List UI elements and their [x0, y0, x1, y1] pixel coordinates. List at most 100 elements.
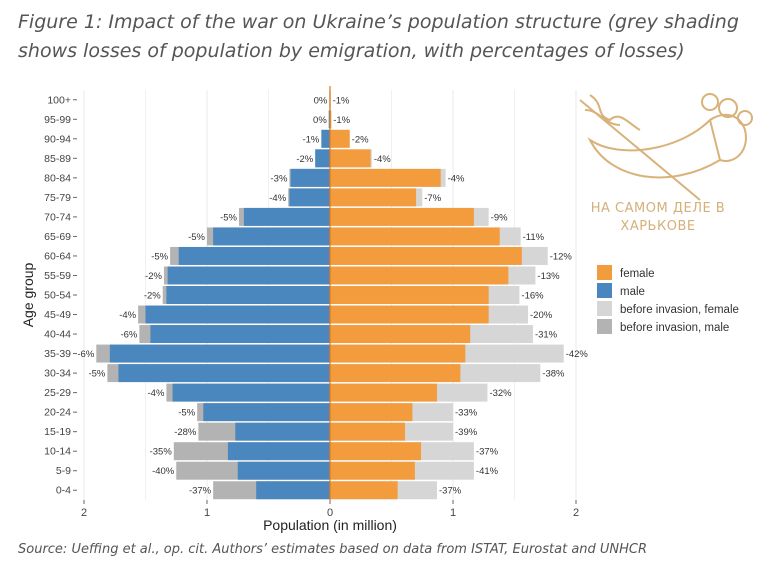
- y-tick-label: 85-89: [44, 153, 71, 165]
- y-tick-label: 35-39: [44, 348, 71, 360]
- y-tick-label: 80-84: [44, 172, 71, 184]
- female-loss-label: -16%: [521, 291, 544, 302]
- legend: female male before invasion, female before …: [597, 265, 739, 334]
- bar-male-30-34: [118, 364, 330, 383]
- female-loss-label: -2%: [352, 134, 369, 145]
- bar-male-25-29: [172, 383, 330, 402]
- female-loss-label: -31%: [535, 330, 558, 341]
- bar-male-50-54: [166, 286, 330, 304]
- female-loss-label: -7%: [424, 193, 441, 204]
- bar-male-75-79: [289, 188, 330, 207]
- legend-swatch: [597, 265, 612, 280]
- y-axis-title: Age group: [20, 262, 36, 327]
- female-loss-label: -42%: [566, 349, 589, 360]
- bar-male-40-44: [150, 325, 330, 344]
- bar-female-85-89: [330, 149, 371, 168]
- y-tick-label: 0-4: [56, 485, 71, 497]
- male-loss-label: -4%: [269, 193, 286, 204]
- male-loss-label: -35%: [150, 447, 173, 458]
- female-loss-label: -37%: [476, 447, 499, 458]
- bar-male-5-9: [237, 461, 330, 480]
- male-loss-label: -4%: [119, 310, 136, 321]
- legend-label: male: [620, 286, 645, 298]
- figure-source: Source: Ueffing et al., op. cit. Authors…: [18, 542, 648, 557]
- y-tick-label: 30-34: [44, 368, 71, 380]
- y-tick-label: 40-44: [44, 329, 71, 341]
- female-loss-label: -1%: [333, 115, 350, 126]
- y-tick-label: 60-64: [44, 250, 71, 262]
- female-loss-label: -13%: [537, 271, 560, 282]
- bar-female-35-39: [330, 344, 466, 363]
- bar-female-90-94: [330, 129, 350, 148]
- bar-male-70-74: [243, 207, 330, 226]
- bar-female-70-74: [330, 207, 474, 226]
- female-loss-label: -39%: [455, 427, 478, 438]
- y-tick-label: 55-59: [44, 270, 71, 282]
- bar-male-20-24: [203, 403, 330, 422]
- female-loss-label: -37%: [439, 486, 462, 497]
- bar-female-65-69: [330, 227, 500, 246]
- legend-swatch: [597, 301, 612, 316]
- female-loss-label: -33%: [455, 408, 478, 419]
- cornucopia-watermark-icon: [579, 93, 753, 201]
- male-loss-label: -5%: [188, 232, 205, 243]
- x-tick-label: 1: [204, 507, 210, 519]
- female-loss-label: -4%: [374, 154, 391, 165]
- female-loss-label: -20%: [530, 310, 553, 321]
- x-tick-label: 2: [573, 507, 579, 519]
- bar-male-10-14: [227, 442, 330, 461]
- male-loss-label: -5%: [88, 369, 105, 380]
- bar-male-55-59: [167, 266, 330, 285]
- watermark-line-1: НА САМОМ ДЕЛЕ В: [590, 201, 726, 216]
- bar-male-90-94: [321, 129, 330, 148]
- bar-male-0-4: [256, 481, 330, 500]
- bar-female-25-29: [330, 383, 438, 402]
- female-loss-label: -38%: [542, 369, 565, 380]
- bar-female-0-4: [330, 481, 398, 500]
- bar-male-95-99: [328, 110, 330, 129]
- axes-layer: 0-4 5-9 10-14 15-19 20-24 25-29 30-34 35-39 40-4…: [20, 86, 579, 533]
- watermark-line-2: ХАРЬКОВЕ: [620, 219, 696, 234]
- male-loss-label: 0%: [314, 95, 328, 106]
- bar-male-65-69: [213, 227, 330, 246]
- bar-female-80-84: [330, 168, 441, 187]
- female-loss-label: -1%: [333, 95, 350, 106]
- y-tick-label: 25-29: [44, 387, 71, 399]
- x-tick-label: 2: [81, 507, 87, 519]
- y-tick-label: 65-69: [44, 231, 71, 243]
- labels-layer: -37% -37%-40% -41%-35% -37%-28% -39%-5% -33%-…: [77, 95, 588, 496]
- bar-male-80-84: [290, 168, 330, 187]
- y-tick-label: 100+: [47, 94, 71, 106]
- male-loss-label: -2%: [145, 271, 162, 282]
- y-tick-label: 10-14: [44, 446, 71, 458]
- bar-female-60-64: [330, 246, 522, 265]
- bar-female-75-79: [330, 188, 417, 207]
- bar-female-5-9: [330, 461, 415, 480]
- female-loss-label: -4%: [448, 173, 465, 184]
- bar-female-55-59: [330, 266, 509, 285]
- bar-male-60-64: [178, 246, 330, 265]
- y-tick-label: 15-19: [44, 426, 71, 438]
- x-tick-label: 1: [450, 507, 456, 519]
- y-tick-label: 45-49: [44, 309, 71, 321]
- legend-swatch: [597, 283, 612, 298]
- y-tick-label: 50-54: [44, 290, 71, 302]
- y-tick-label: 5-9: [56, 465, 71, 477]
- male-loss-label: -5%: [151, 251, 168, 262]
- male-loss-label: -6%: [77, 349, 94, 360]
- bar-male-45-49: [145, 305, 330, 324]
- male-loss-label: -2%: [144, 291, 161, 302]
- female-loss-label: -12%: [550, 251, 573, 262]
- bar-female-20-24: [330, 403, 413, 422]
- bar-female-95-99: [330, 110, 332, 129]
- female-loss-label: -41%: [476, 466, 499, 477]
- legend-swatch: [597, 319, 612, 334]
- male-loss-label: -28%: [174, 427, 197, 438]
- legend-label: before invasion, female: [620, 304, 739, 316]
- male-loss-label: -40%: [152, 466, 175, 477]
- bar-male-85-89: [315, 149, 330, 168]
- legend-label: before invasion, male: [620, 322, 729, 334]
- figure-title: Figure 1: Impact of the war on Ukraine’s…: [18, 11, 739, 62]
- watermark-text: НА САМОМ ДЕЛЕ В ХАРЬКОВЕ: [558, 200, 758, 236]
